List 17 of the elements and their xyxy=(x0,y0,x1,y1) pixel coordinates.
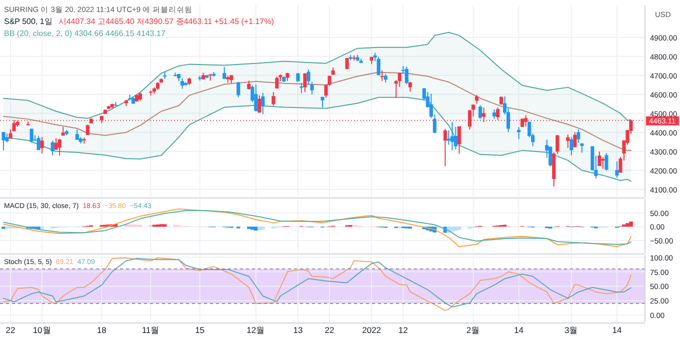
annotation: 시4407.34 고4465.40 저4390.57 종4463.11 +51.45 (+1.17%) xyxy=(58,17,274,26)
x-tick-label: 10월 xyxy=(32,325,52,335)
text: S&P 500, 1일 xyxy=(4,17,52,26)
x-tick-label: 12 xyxy=(398,325,408,335)
x-tick-label: 14 xyxy=(612,325,622,335)
x-tick-label: 22 xyxy=(324,325,335,335)
x-tick-label: 12월 xyxy=(246,325,266,335)
x-tick-label: 3월 xyxy=(564,325,578,335)
x-tick-label: 2022 xyxy=(362,325,382,335)
annotation: BB (20, close, 2, 0) 4304.66 4466.15 4143.17 xyxy=(4,29,166,38)
x-tick-label: 2월 xyxy=(466,325,480,335)
x-tick-label: 22 xyxy=(6,325,16,335)
x-tick-label: 13 xyxy=(293,325,303,335)
x-tick-label: 15 xyxy=(195,325,205,335)
x-tick-label: 18 xyxy=(96,325,107,335)
x-tick-label: 14 xyxy=(514,325,524,335)
x-tick-label: 11월 xyxy=(142,325,160,335)
